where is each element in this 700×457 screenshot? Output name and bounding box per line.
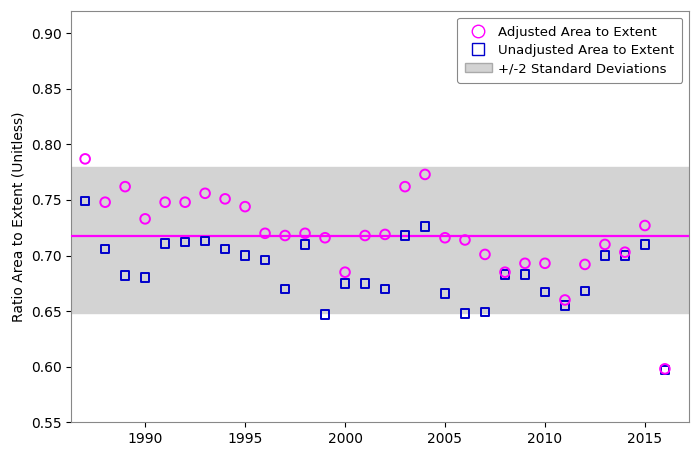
Point — [99, 245, 111, 253]
Point — [499, 269, 510, 276]
Point — [279, 232, 290, 239]
Point — [120, 272, 131, 279]
Point — [199, 238, 211, 245]
Point — [639, 222, 650, 229]
Point — [459, 236, 470, 244]
Point — [179, 198, 190, 206]
Point — [419, 223, 430, 230]
Point — [519, 260, 531, 267]
Point — [220, 195, 231, 202]
Point — [340, 269, 351, 276]
Point — [319, 311, 330, 318]
Point — [639, 241, 650, 248]
Point — [239, 203, 251, 210]
Point — [139, 274, 150, 282]
Point — [480, 251, 491, 258]
Point — [620, 252, 631, 259]
Point — [199, 190, 211, 197]
Point — [539, 260, 550, 267]
Point — [359, 232, 370, 239]
Point — [239, 252, 251, 259]
Point — [300, 241, 311, 248]
Point — [580, 261, 591, 268]
Point — [160, 239, 171, 247]
Point — [559, 302, 570, 309]
Point — [120, 183, 131, 190]
Point — [400, 183, 411, 190]
Point — [599, 241, 610, 248]
Point — [659, 367, 671, 374]
Point — [379, 285, 391, 292]
Point — [659, 365, 671, 372]
Point — [139, 215, 150, 223]
Legend: Adjusted Area to Extent, Unadjusted Area to Extent, +/-2 Standard Deviations: Adjusted Area to Extent, Unadjusted Area… — [457, 18, 682, 83]
Point — [440, 234, 451, 241]
Point — [440, 290, 451, 297]
Point — [400, 232, 411, 239]
Point — [499, 271, 510, 278]
Point — [340, 280, 351, 287]
Point — [419, 171, 430, 178]
Point — [519, 271, 531, 278]
Point — [539, 288, 550, 296]
Point — [80, 155, 91, 163]
Point — [620, 249, 631, 256]
Point — [599, 252, 610, 259]
Point — [359, 280, 370, 287]
Point — [260, 256, 271, 264]
Point — [459, 310, 470, 317]
Point — [279, 285, 290, 292]
Point — [379, 231, 391, 238]
Point — [80, 197, 91, 205]
Bar — [71, 167, 689, 314]
Point — [319, 234, 330, 241]
Point — [559, 296, 570, 303]
Point — [260, 230, 271, 237]
Point — [300, 230, 311, 237]
Y-axis label: Ratio Area to Extent (Unitless): Ratio Area to Extent (Unitless) — [11, 112, 25, 322]
Point — [160, 198, 171, 206]
Point — [580, 287, 591, 295]
Point — [179, 239, 190, 246]
Point — [220, 245, 231, 253]
Point — [480, 308, 491, 316]
Point — [99, 198, 111, 206]
